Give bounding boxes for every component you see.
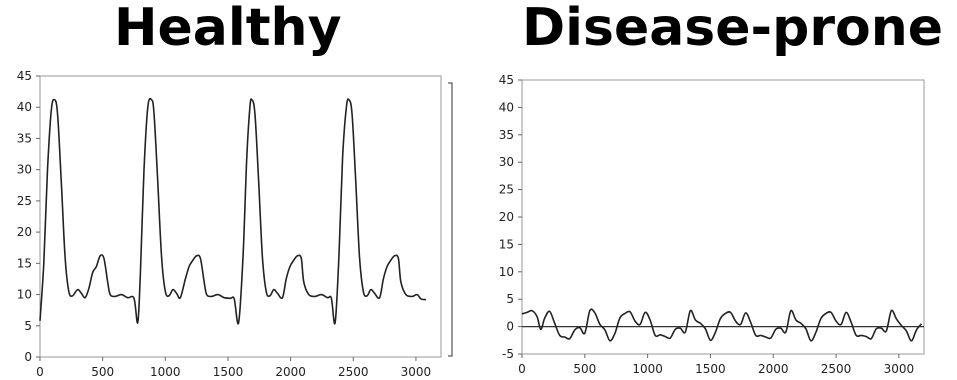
y-tick-label: 10 [17, 288, 32, 302]
y-tick-label: 0 [506, 320, 514, 334]
y-tick-label: 30 [499, 155, 514, 169]
chart-title-healthy: Healthy [114, 0, 342, 58]
y-tick-label: 15 [17, 256, 32, 270]
y-tick-label: 35 [17, 131, 32, 145]
y-tick-label: 45 [499, 73, 514, 87]
disease-prone-chart: -5 0 5 10 15 20 25 30 35 40 45 0 500 1000 1500 2000 2500… [499, 73, 925, 376]
series-line [39, 97, 427, 325]
chart-title-disease-prone: Disease-prone [522, 0, 943, 58]
x-tick-label: 3000 [401, 365, 432, 379]
y-tick-label: 40 [499, 100, 514, 114]
y-tick-label: 0 [24, 350, 32, 364]
bracket-line [448, 82, 453, 357]
x-tick-label: 1500 [213, 365, 244, 379]
x-tick-label: 1000 [150, 365, 181, 379]
x-tick-label: 500 [91, 365, 114, 379]
y-tick-label: 45 [17, 69, 32, 83]
x-tick-label: 1500 [695, 362, 726, 376]
x-tick-label: 1000 [632, 362, 663, 376]
y-tick-label: 35 [499, 128, 514, 142]
y-tick-label: 5 [24, 319, 32, 333]
x-tick-label: 3000 [884, 362, 915, 376]
y-tick-label: 25 [17, 194, 32, 208]
y-tick-label: 25 [499, 183, 514, 197]
y-tick-label: 20 [17, 225, 32, 239]
y-tick-label: 40 [17, 100, 32, 114]
plot-area [521, 79, 925, 355]
x-tick-label: 2500 [338, 365, 369, 379]
x-tick-label: 2500 [821, 362, 852, 376]
x-tick-label: 2000 [758, 362, 789, 376]
y-tick-label: 15 [499, 237, 514, 251]
healthy-chart: 0 5 10 15 20 25 30 35 40 45 0 500 1000 1500 2000 2500 30… [17, 69, 453, 379]
x-tick-label: 500 [573, 362, 596, 376]
plot-area [39, 75, 442, 358]
x-tick-label: 0 [36, 365, 44, 379]
y-tick-label: 30 [17, 163, 32, 177]
x-tick-label: 0 [518, 362, 526, 376]
y-tick-label: 5 [506, 292, 514, 306]
series-line [521, 308, 923, 342]
y-tick-label: 20 [499, 210, 514, 224]
y-tick-label: 10 [499, 265, 514, 279]
x-tick-label: 2000 [275, 365, 306, 379]
y-tick-label: -5 [502, 347, 514, 361]
